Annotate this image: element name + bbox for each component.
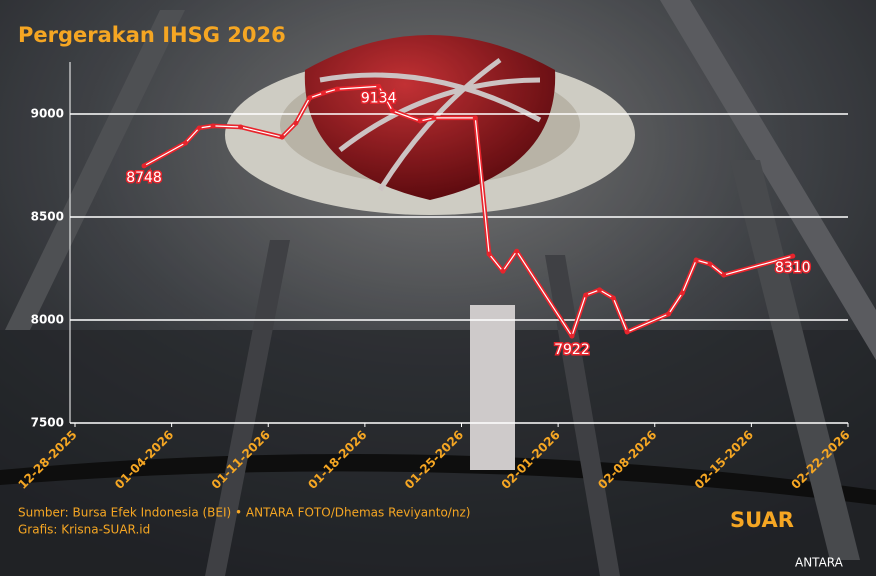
point <box>417 118 423 124</box>
photo-credit: ANTARA <box>795 556 844 570</box>
point <box>707 261 713 267</box>
value-label: 8310 <box>775 260 811 276</box>
point <box>583 292 589 298</box>
point <box>376 83 382 89</box>
point <box>500 268 506 274</box>
y-tick-label: 7500 <box>31 416 64 430</box>
point <box>238 124 244 130</box>
point <box>141 163 147 169</box>
source: Sumber: Bursa Efek Indonesia (BEI) • ANT… <box>18 506 470 520</box>
point <box>666 311 672 317</box>
point <box>210 123 216 129</box>
point <box>279 134 285 140</box>
point <box>597 287 603 293</box>
point <box>569 333 575 339</box>
point <box>693 257 699 263</box>
y-tick-label: 8000 <box>31 313 64 327</box>
y-tick-label: 8500 <box>31 210 64 224</box>
point <box>293 120 299 126</box>
point <box>334 86 340 92</box>
point <box>486 251 492 257</box>
y-tick-label: 9000 <box>31 107 64 121</box>
value-label: 9134 <box>361 90 397 106</box>
logo: SUAR <box>730 508 794 532</box>
point <box>679 290 685 296</box>
credit: Grafis: Krisna-SUAR.id <box>18 523 150 537</box>
point <box>182 140 188 146</box>
point <box>431 115 437 121</box>
point <box>472 115 478 121</box>
point <box>196 125 202 131</box>
chart-title: Pergerakan IHSG 2026 <box>18 23 286 47</box>
point <box>624 329 630 335</box>
point <box>514 248 520 254</box>
value-label: 7922 <box>554 342 590 358</box>
point <box>307 95 313 101</box>
point <box>320 90 326 96</box>
point <box>389 108 395 114</box>
point <box>610 295 616 301</box>
point <box>721 272 727 278</box>
value-label: 8748 <box>126 170 162 186</box>
point <box>790 253 796 259</box>
